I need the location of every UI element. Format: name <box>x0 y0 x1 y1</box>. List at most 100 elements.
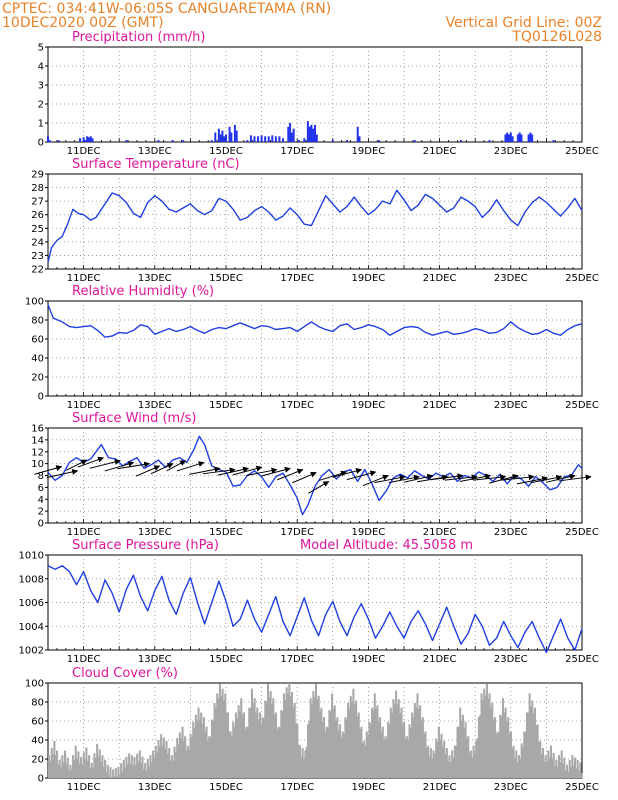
cloud-bar <box>397 699 400 778</box>
cloud-bar <box>310 704 314 778</box>
cloud-bar <box>141 756 144 778</box>
cloud-ytick-label: 40 <box>31 736 44 747</box>
cloud-bar <box>284 699 287 778</box>
cloud-bar <box>327 727 330 778</box>
cloud-bar <box>213 702 216 778</box>
cloud-bar <box>409 727 412 778</box>
cloud-bar <box>344 717 347 778</box>
cloud-bar <box>57 764 60 778</box>
precip-bar <box>290 132 293 142</box>
cloud-bar <box>128 753 131 778</box>
cloud-bar <box>365 731 368 778</box>
cloud-bar <box>244 729 247 778</box>
cloud-bar <box>269 691 272 778</box>
cloud-bar <box>336 717 339 778</box>
precip-bar <box>520 134 523 142</box>
cloud-bar <box>492 719 495 778</box>
cloud-bar <box>528 693 531 778</box>
cloud-bar <box>292 706 295 778</box>
cloud-bar <box>500 716 503 778</box>
cloud-bar <box>316 699 319 778</box>
precip-bar <box>297 140 300 142</box>
cloud-bar <box>301 748 304 778</box>
precip-bar <box>413 140 416 142</box>
cloud-bar <box>240 698 243 778</box>
cloud-bar <box>487 698 490 778</box>
cloud-bar <box>262 718 266 778</box>
cloud-bar <box>86 760 89 778</box>
rh-xtick-label: 19DEC <box>352 400 386 411</box>
wind-wind-arrow <box>189 466 221 475</box>
pres-ytick-label: 1010 <box>19 551 44 562</box>
cloud-bar <box>379 717 382 778</box>
precip-bar <box>312 128 315 142</box>
pres-xtick-label: 23DEC <box>494 654 528 665</box>
rh-ytick-label: 0 <box>38 392 44 403</box>
cloud-bar <box>144 762 147 778</box>
cloud-bar <box>373 693 376 778</box>
cloud-bar <box>272 698 275 778</box>
cloud-bar <box>162 737 165 778</box>
cloud-bar <box>465 738 468 778</box>
cloud-bar <box>166 754 169 778</box>
wind-wind-arrow <box>362 474 389 487</box>
cloud-bar <box>448 755 451 778</box>
cloud-bar <box>497 732 500 778</box>
precip-xtick-label: 11DEC <box>67 146 101 157</box>
wind-ytick-label: 14 <box>31 435 44 446</box>
cloud-bar <box>234 712 237 778</box>
precip-xtick-label: 15DEC <box>209 146 243 157</box>
cloud-bar <box>300 756 303 778</box>
rh-xtick-label: 13DEC <box>138 400 172 411</box>
cloud-bar <box>186 745 189 778</box>
cloud-bar <box>491 702 494 778</box>
wind-wind-arrow <box>332 468 363 478</box>
precip-bar <box>257 136 260 142</box>
cloud-bar <box>479 714 482 778</box>
cloud-bar <box>120 763 123 778</box>
cloud-bar <box>352 688 355 778</box>
wind-wind-arrow <box>346 470 377 481</box>
cloud-bar <box>52 754 55 778</box>
cloud-bar <box>392 699 395 778</box>
temp-ytick-label: 25 <box>31 224 44 235</box>
cloud-bar <box>519 758 522 778</box>
wind-wind-arrow <box>217 466 250 476</box>
precip-bar <box>358 136 361 142</box>
cloud-bar <box>192 721 195 778</box>
wind-wind-arrow <box>516 475 549 485</box>
cloud-bar <box>564 770 567 778</box>
cloud-bar <box>177 744 180 778</box>
cloud-bar <box>286 693 290 778</box>
cloud-bar <box>453 745 456 778</box>
wind-wind-arrow <box>292 471 317 484</box>
pres-ytick-label: 1006 <box>19 598 44 609</box>
cloud-bar <box>296 724 299 778</box>
cloud-bar <box>184 736 187 778</box>
rh-ytick-label: 100 <box>25 297 44 308</box>
precip-bar <box>86 136 89 142</box>
wind-wind-arrow <box>34 465 63 475</box>
cloud-bar <box>233 726 236 778</box>
cloud-bar <box>196 720 199 778</box>
cloud-bar <box>309 698 312 778</box>
cloud-bar <box>242 712 245 778</box>
cloud-bar <box>579 762 582 778</box>
temp-xtick-label: 17DEC <box>280 273 314 284</box>
precip-bar <box>488 140 491 142</box>
cloud-bar <box>109 767 112 778</box>
cloud-bar <box>571 755 574 778</box>
cloud-bar <box>100 761 103 778</box>
precip-bar <box>253 136 256 142</box>
cloud-bar <box>527 712 530 778</box>
cloud-bar <box>136 753 139 778</box>
cloud-bar <box>69 764 72 778</box>
wind-wind-arrow <box>77 456 105 468</box>
cloud-bar <box>48 755 51 778</box>
precip-bar <box>531 134 534 142</box>
cloud-bar <box>101 755 104 778</box>
cloud-bar <box>360 726 363 778</box>
cloud-bar <box>274 712 278 778</box>
precip-ytick-label: 3 <box>38 81 44 92</box>
pres-annotation: Model Altitude: 45.5058 m <box>300 538 473 553</box>
